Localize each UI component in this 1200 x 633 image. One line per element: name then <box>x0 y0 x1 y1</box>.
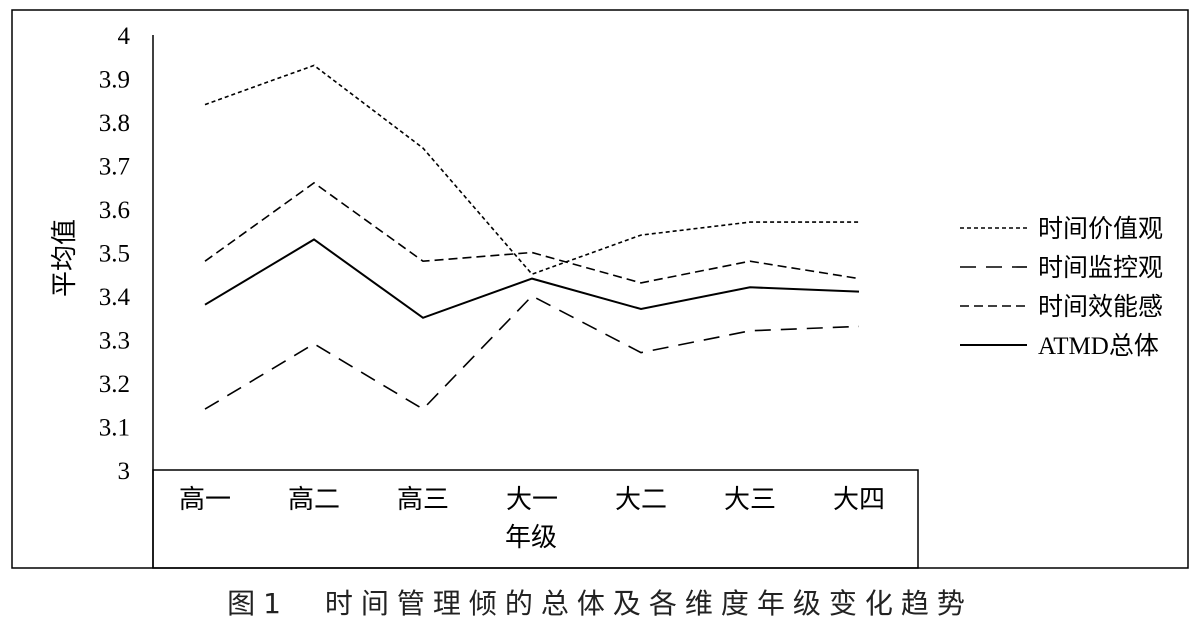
series-line-4 <box>204 238 860 319</box>
y-tick-label: 3.8 <box>99 110 130 137</box>
y-axis-title: 平均值 <box>50 219 79 297</box>
figure-caption: 图1 时间管理倾的总体及各维度年级变化趋势 <box>227 587 973 620</box>
series-lines <box>204 64 860 411</box>
series-line-2 <box>204 295 860 411</box>
y-tick-label: 3.9 <box>99 67 130 94</box>
legend-label-3: 时间效能感 <box>1038 293 1163 321</box>
series-line-3 <box>204 181 860 284</box>
y-tick-label: 4 <box>118 23 131 50</box>
y-tick-label: 3.6 <box>99 197 130 224</box>
y-tick-label: 3.2 <box>99 371 130 398</box>
y-tick-label: 3.4 <box>99 284 131 311</box>
x-tick-label: 高一 <box>179 485 231 514</box>
legend-label-1: 时间价值观 <box>1038 215 1163 243</box>
y-tick-label: 3.1 <box>99 415 130 442</box>
y-tick-label: 3 <box>118 458 131 485</box>
y-tick-label: 3.3 <box>99 328 130 355</box>
x-tick-label: 大二 <box>615 485 667 514</box>
x-tick-label: 高二 <box>288 485 340 514</box>
y-tick-label: 3.7 <box>99 154 130 181</box>
x-tick-labels: 高一 高二 高三 大一 大二 大三 大四 <box>179 485 885 514</box>
x-tick-label: 高三 <box>397 485 449 514</box>
x-tick-label: 大四 <box>833 485 885 514</box>
y-tick-label: 3.5 <box>99 241 130 268</box>
x-tick-label: 大三 <box>724 485 776 514</box>
series-line-1 <box>204 64 859 276</box>
y-tick-labels: 3 3.1 3.2 3.3 3.4 3.5 3.6 3.7 3.8 3.9 4 <box>99 23 131 485</box>
x-axis-title: 年级 <box>505 523 557 552</box>
legend-label-2: 时间监控观 <box>1038 254 1163 282</box>
x-tick-label: 大一 <box>506 485 558 514</box>
legend-label-4: ATMD总体 <box>1038 332 1159 360</box>
